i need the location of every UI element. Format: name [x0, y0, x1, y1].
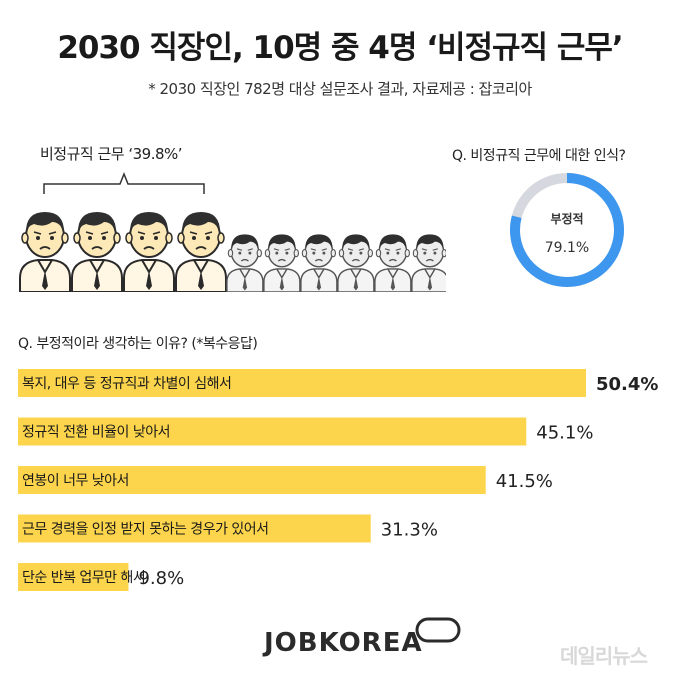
- worker-icon-highlighted: [175, 212, 227, 292]
- watermark: 데일리뉴스: [560, 644, 648, 668]
- logo-ring-icon: [415, 617, 461, 643]
- worker-icon-highlighted: [123, 212, 175, 292]
- bar: [18, 417, 527, 446]
- worker-icon: [374, 234, 412, 292]
- donut-label: 부정적: [550, 212, 584, 226]
- bar-category-label: 근무 경력을 인정 받지 못하는 경우가 있어서: [22, 522, 269, 538]
- bar-value-label: 9.8%: [138, 568, 184, 589]
- bar-category-label: 복지, 대우 등 정규직과 차별이 심해서: [22, 376, 231, 392]
- donut-value: 79.1%: [544, 240, 590, 256]
- worker-icon-highlighted: [19, 212, 71, 292]
- bar-category-label: 정규직 전환 비율이 낮아서: [22, 425, 170, 441]
- worker-icon: [337, 234, 375, 292]
- bar-value-label: 31.3%: [381, 520, 438, 541]
- worker-icon: [300, 234, 338, 292]
- bar-category-label: 단순 반복 업무만 해서: [22, 570, 145, 586]
- bar-category-label: 연봉이 너무 낮아서: [22, 473, 129, 489]
- bar: [18, 466, 486, 494]
- bar-value-label: 41.5%: [496, 471, 553, 492]
- bar-question: Q. 부정적이라 생각하는 이유? (*복수응답): [18, 336, 258, 352]
- bar: [18, 563, 129, 591]
- bar: [18, 514, 371, 543]
- page-title: 2030 직장인, 10명 중 4명 ‘비정규직 근무’: [57, 30, 623, 66]
- bar: [18, 369, 586, 397]
- worker-icon: [411, 234, 446, 292]
- worker-icon: [263, 234, 301, 292]
- worker-icon-highlighted: [71, 212, 123, 292]
- bar-value-label: 50.4%: [596, 374, 658, 395]
- donut-chart: [510, 173, 624, 287]
- workers-label: 비정규직 근무 ‘39.8%’: [40, 145, 183, 163]
- donut-question: Q. 비정규직 근무에 대한 인식?: [452, 148, 626, 164]
- bar-value-label: 45.1%: [536, 423, 593, 444]
- bar-chart: 복지, 대우 등 정규직과 차별이 심해서 50.4% 정규직 전환 비율이 낮아서…: [18, 369, 658, 591]
- worker-icons: [19, 212, 446, 292]
- jobkorea-logo: JOBKOREA: [264, 628, 423, 658]
- worker-icon: [226, 234, 264, 292]
- donut-value-segment: [510, 173, 624, 287]
- brace-icon: [43, 172, 205, 194]
- page-subtitle: * 2030 직장인 782명 대상 설문조사 결과, 자료제공 : 잡코리아: [148, 80, 532, 98]
